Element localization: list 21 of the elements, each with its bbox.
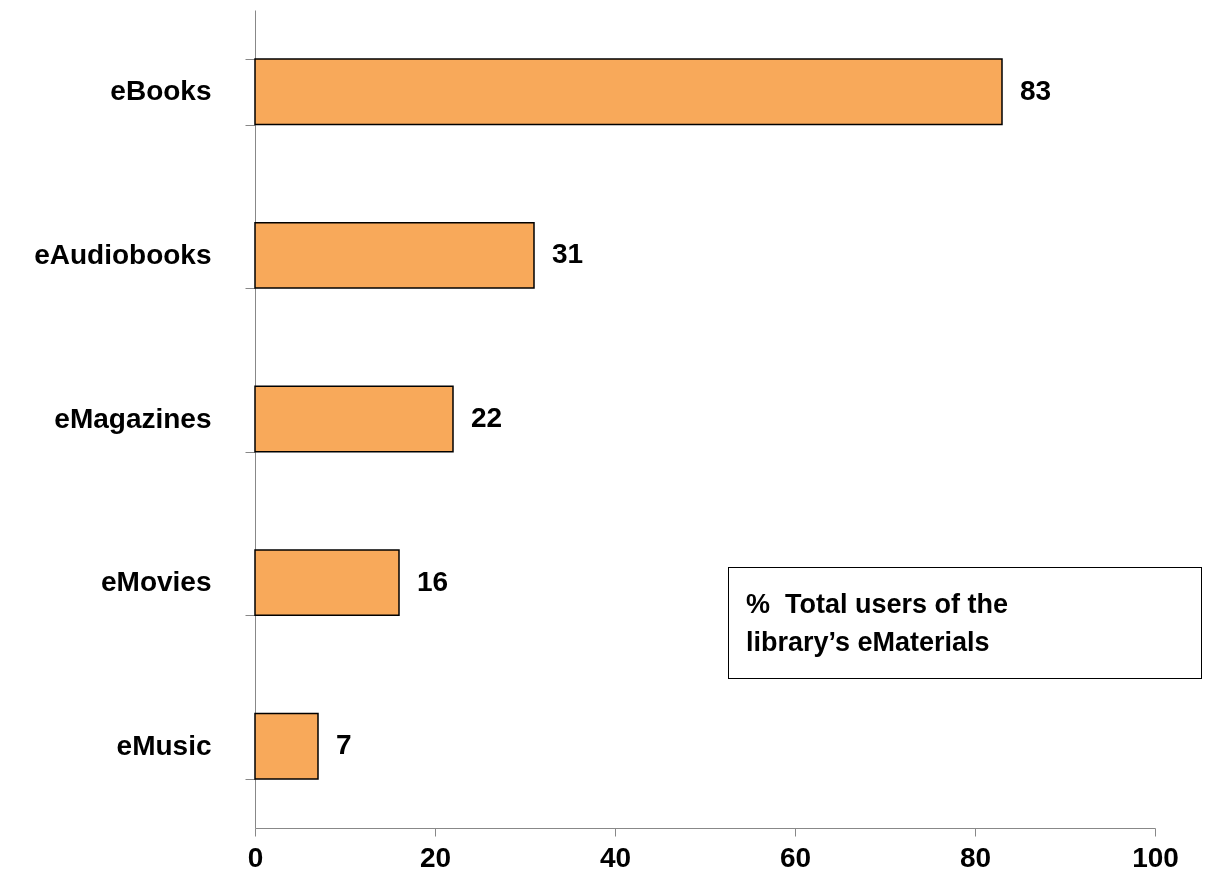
data-label: 16 xyxy=(417,565,449,597)
x-tick-label: 20 xyxy=(419,841,452,873)
x-tick-label: 40 xyxy=(599,841,632,873)
x-tick-label: 0 xyxy=(247,841,264,873)
data-label: 31 xyxy=(552,238,584,270)
x-tick-label: 80 xyxy=(959,841,992,873)
x-tick-label: 100 xyxy=(1132,841,1179,873)
data-label: 7 xyxy=(336,729,352,761)
bar xyxy=(254,549,400,617)
y-tick-label: eMovies xyxy=(101,566,212,598)
bar xyxy=(254,712,319,780)
data-label: 22 xyxy=(471,402,503,433)
bar xyxy=(254,385,454,453)
y-tick-label: eBooks xyxy=(110,75,212,107)
y-tick-label: eMusic xyxy=(116,729,212,761)
bar xyxy=(254,58,1003,126)
data-label: 83 xyxy=(1020,74,1052,106)
x-tick-label: 60 xyxy=(779,841,812,873)
bar xyxy=(254,221,535,289)
y-tick-label: eAudiobooks xyxy=(34,238,212,270)
y-tick-label: eMagazines xyxy=(54,402,212,434)
